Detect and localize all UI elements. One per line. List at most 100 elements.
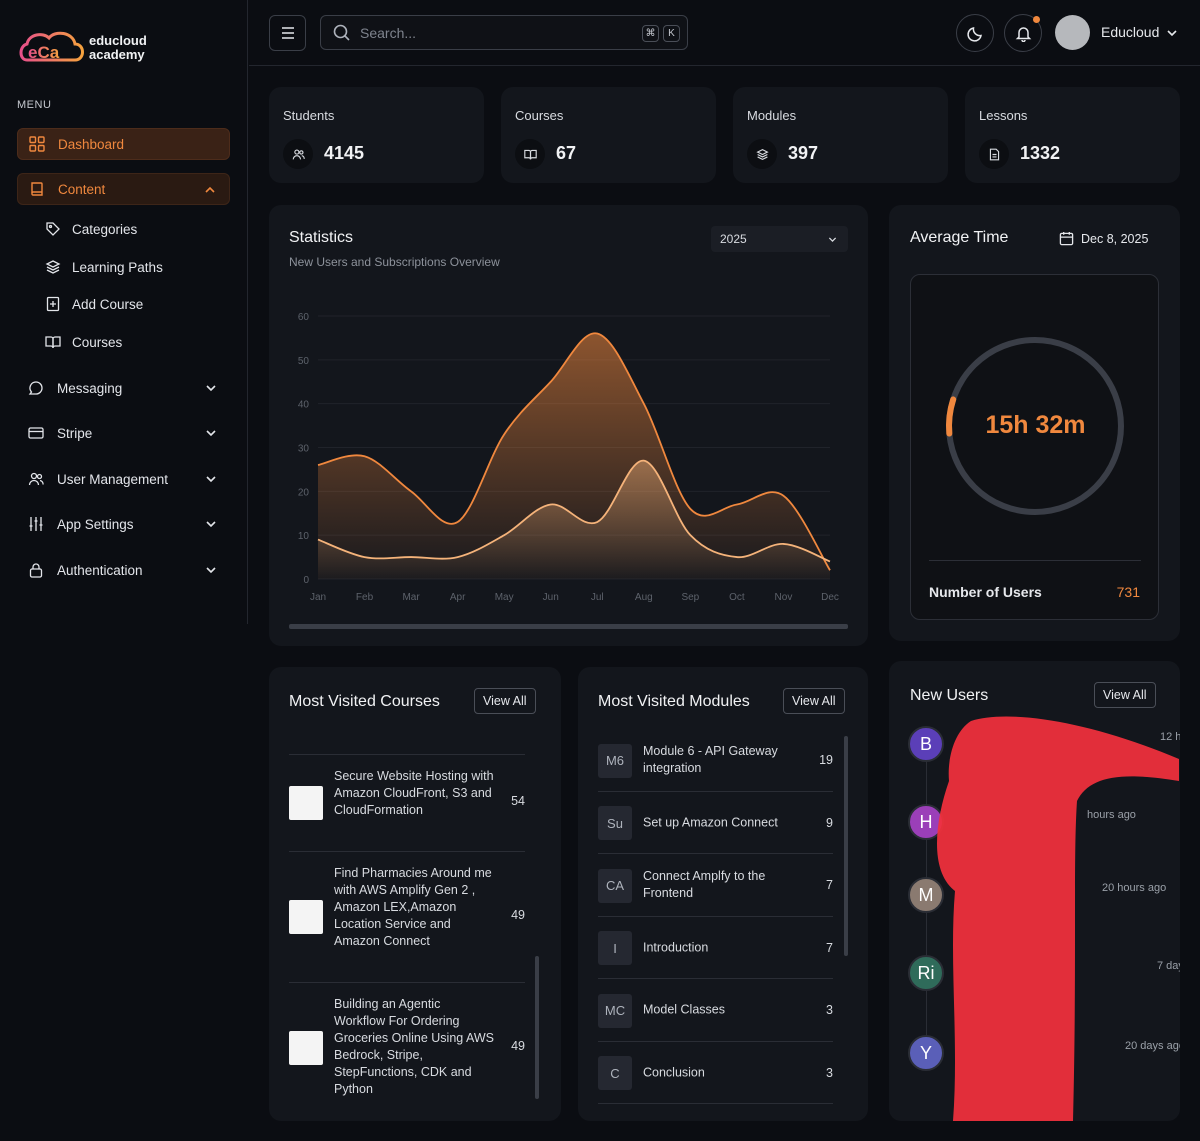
stat-card-courses: Courses 67 bbox=[501, 87, 716, 183]
notifications-button[interactable] bbox=[1004, 14, 1042, 52]
sidebar-item-label: Dashboard bbox=[58, 136, 125, 152]
chevron-down-icon bbox=[206, 476, 216, 483]
stat-value: 1332 bbox=[1020, 143, 1061, 163]
module-title: Model Classes bbox=[643, 1002, 725, 1017]
course-row[interactable]: Secure Website Hosting with Amazon Cloud… bbox=[289, 755, 525, 852]
users-count-label: Number of Users bbox=[929, 584, 1042, 600]
module-row[interactable]: C Conclusion 3 bbox=[598, 1042, 833, 1104]
new-users-view-all-button[interactable]: View All bbox=[1094, 682, 1156, 708]
new-user-avatar[interactable]: M bbox=[908, 877, 944, 913]
statistics-title: Statistics bbox=[289, 229, 354, 246]
modules-card-title: Most Visited Modules bbox=[598, 693, 750, 710]
module-row[interactable]: MC Model Classes 3 bbox=[598, 979, 833, 1042]
open-book-icon bbox=[44, 333, 62, 351]
x-tick-label: Jan bbox=[310, 592, 326, 603]
menu-toggle-button[interactable] bbox=[269, 15, 306, 51]
modules-scrollbar[interactable] bbox=[844, 736, 848, 956]
statistics-card: Statistics New Users and Subscriptions O… bbox=[269, 205, 868, 646]
sidebar-subitem-add-course[interactable]: Add Course bbox=[44, 292, 143, 316]
sidebar-item-app-settings[interactable]: App Settings bbox=[17, 508, 230, 540]
module-row[interactable]: I Introduction 7 bbox=[598, 917, 833, 979]
user-name[interactable]: Educloud bbox=[1101, 24, 1160, 40]
series-1-area bbox=[318, 333, 830, 579]
x-tick-label: May bbox=[495, 592, 514, 603]
sidebar-item-label: App Settings bbox=[57, 516, 134, 532]
course-count: 54 bbox=[511, 794, 525, 808]
top-header: ⌘ K Educloud bbox=[249, 0, 1200, 66]
user-avatar[interactable] bbox=[1055, 15, 1090, 50]
course-row[interactable]: Find Pharmacies Around me with AWS Ampli… bbox=[289, 852, 525, 983]
module-title: Connect Amplfy to the Frontend bbox=[643, 869, 766, 900]
x-tick-label: Feb bbox=[356, 592, 374, 603]
chevron-down-icon bbox=[206, 430, 216, 437]
module-badge: Su bbox=[598, 806, 632, 840]
sidebar-item-dashboard[interactable]: Dashboard bbox=[17, 128, 230, 160]
courses-scrollbar[interactable] bbox=[535, 956, 539, 1099]
theme-toggle-button[interactable] bbox=[956, 14, 994, 52]
module-title: Introduction bbox=[643, 940, 709, 954]
module-badge: CA bbox=[598, 868, 632, 903]
new-user-avatar[interactable]: Ri bbox=[908, 955, 944, 991]
chevron-down-icon bbox=[828, 237, 837, 242]
sidebar-item-label: Content bbox=[58, 181, 106, 197]
course-row[interactable]: Building an Agentic Workflow For Orderin… bbox=[289, 983, 525, 1121]
search-input[interactable] bbox=[360, 24, 620, 41]
new-user-time: hours ago bbox=[1087, 809, 1136, 821]
stat-card-modules: Modules 397 bbox=[733, 87, 948, 183]
module-row[interactable]: CA Connect Amplfy to the Frontend 7 bbox=[598, 854, 833, 917]
chevron-up-icon bbox=[205, 186, 215, 193]
stat-value: 67 bbox=[556, 143, 577, 163]
new-user-time: 20 days ago bbox=[1125, 1040, 1180, 1052]
module-row[interactable]: M6 Module 6 - API Gateway integration 19 bbox=[598, 729, 833, 792]
y-tick-label: 40 bbox=[298, 400, 310, 411]
sidebar-item-user-management[interactable]: User Management bbox=[17, 463, 230, 495]
brand-logo[interactable]: eCa educloud academy bbox=[17, 26, 147, 70]
sidebar-item-stripe[interactable]: Stripe bbox=[17, 417, 230, 449]
svg-text:eCa: eCa bbox=[28, 43, 60, 62]
add-file-icon bbox=[44, 295, 62, 313]
new-user-avatar[interactable]: B bbox=[908, 726, 944, 762]
year-select[interactable]: 2025 bbox=[711, 226, 848, 252]
course-count: 49 bbox=[511, 1039, 525, 1053]
sidebar-item-content[interactable]: Content bbox=[17, 173, 230, 205]
module-row[interactable]: Su Set up Amazon Connect 9 bbox=[598, 792, 833, 854]
average-time-card: Average Time Dec 8, 2025 15h 32m Number … bbox=[889, 205, 1180, 641]
card-icon bbox=[27, 424, 45, 442]
eca-logo-icon: eCa bbox=[19, 31, 84, 62]
sidebar-subitem-learning-paths[interactable]: Learning Paths bbox=[44, 255, 163, 279]
brand-line-2: academy bbox=[89, 47, 145, 62]
bell-icon bbox=[1015, 26, 1031, 42]
x-tick-label: Sep bbox=[681, 592, 699, 603]
new-user-avatar[interactable]: Y bbox=[908, 1035, 944, 1071]
y-tick-label: 30 bbox=[298, 444, 310, 455]
module-badge: C bbox=[598, 1056, 632, 1090]
stat-label: Courses bbox=[515, 108, 564, 123]
module-title: Conclusion bbox=[643, 1065, 705, 1079]
course-thumbnail bbox=[289, 900, 323, 934]
x-tick-label: Jul bbox=[591, 592, 604, 603]
menu-label: MENU bbox=[17, 99, 52, 111]
new-users-title: New Users bbox=[910, 687, 989, 704]
search-bar[interactable]: ⌘ K bbox=[320, 15, 688, 50]
chevron-down-icon[interactable] bbox=[1165, 26, 1179, 40]
chart-scrollbar[interactable] bbox=[289, 624, 848, 629]
sidebar-subitem-label: Add Course bbox=[72, 296, 144, 312]
sidebar-item-label: Authentication bbox=[57, 562, 143, 578]
sidebar-subitem-categories[interactable]: Categories bbox=[44, 217, 137, 241]
modules-view-all-button[interactable]: View All bbox=[783, 688, 845, 714]
sidebar-subitem-courses[interactable]: Courses bbox=[44, 330, 122, 354]
sliders-icon bbox=[27, 515, 45, 533]
module-count: 3 bbox=[826, 1065, 833, 1080]
lock-icon bbox=[27, 561, 45, 579]
stat-label: Students bbox=[283, 108, 335, 123]
tag-icon bbox=[44, 220, 62, 238]
courses-view-all-button[interactable]: View All bbox=[474, 688, 536, 714]
sidebar-item-label: Stripe bbox=[57, 425, 93, 441]
series-1-line bbox=[317, 332, 831, 571]
module-count: 3 bbox=[826, 1003, 833, 1017]
sidebar-item-messaging[interactable]: Messaging bbox=[17, 372, 230, 404]
sidebar-item-authentication[interactable]: Authentication bbox=[17, 554, 230, 586]
calendar-icon bbox=[1059, 231, 1074, 246]
users-count-value: 731 bbox=[1116, 584, 1140, 600]
chevron-down-icon bbox=[206, 385, 216, 392]
